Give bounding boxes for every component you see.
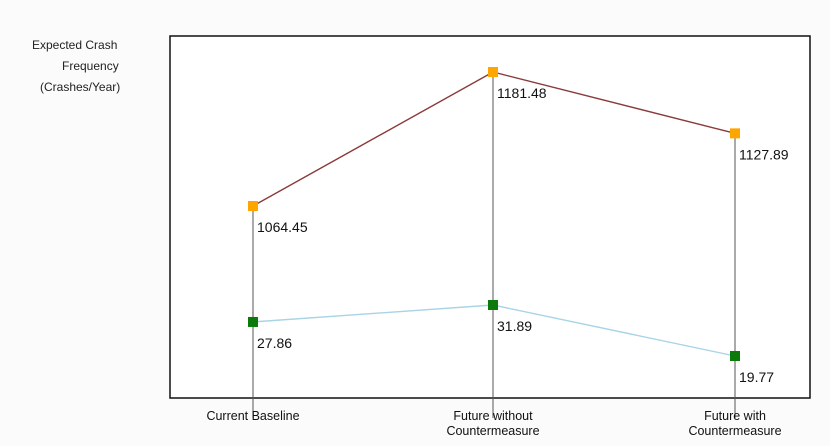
data-label: 27.86	[257, 335, 292, 351]
x-tick-label: Countermeasure	[446, 424, 539, 438]
y-axis-label-line-1: Expected Crash	[32, 38, 118, 52]
x-tick-label: Countermeasure	[688, 424, 781, 438]
data-labels: 1064.45 1181.48 1127.89 27.86 31.89 19.77	[257, 85, 789, 385]
x-tick-label: Future without	[453, 409, 533, 423]
x-tick-label: Future with	[704, 409, 766, 423]
drop-lines	[252, 72, 736, 418]
series-1-marker	[730, 128, 740, 139]
series-1-marker	[248, 201, 258, 211]
series-markers	[248, 67, 740, 361]
x-tick-label: Current Baseline	[206, 409, 299, 423]
data-label: 1127.89	[739, 146, 789, 162]
data-label: 19.77	[739, 369, 774, 385]
series-2-marker	[730, 351, 740, 361]
x-tick-labels: Current Baseline Future withoutCountermea…	[206, 409, 781, 438]
y-axis-label-line-2: Frequency	[62, 59, 119, 73]
plot-area-frame	[169, 35, 811, 399]
data-label: 1181.48	[497, 85, 547, 101]
data-label: 31.89	[497, 318, 532, 334]
series-2-marker	[248, 316, 258, 327]
series-1-marker	[488, 67, 498, 77]
data-label: 1064.45	[257, 219, 308, 235]
y-axis-label-line-3: (Crashes/Year)	[40, 80, 121, 94]
series-2-marker	[488, 300, 498, 310]
